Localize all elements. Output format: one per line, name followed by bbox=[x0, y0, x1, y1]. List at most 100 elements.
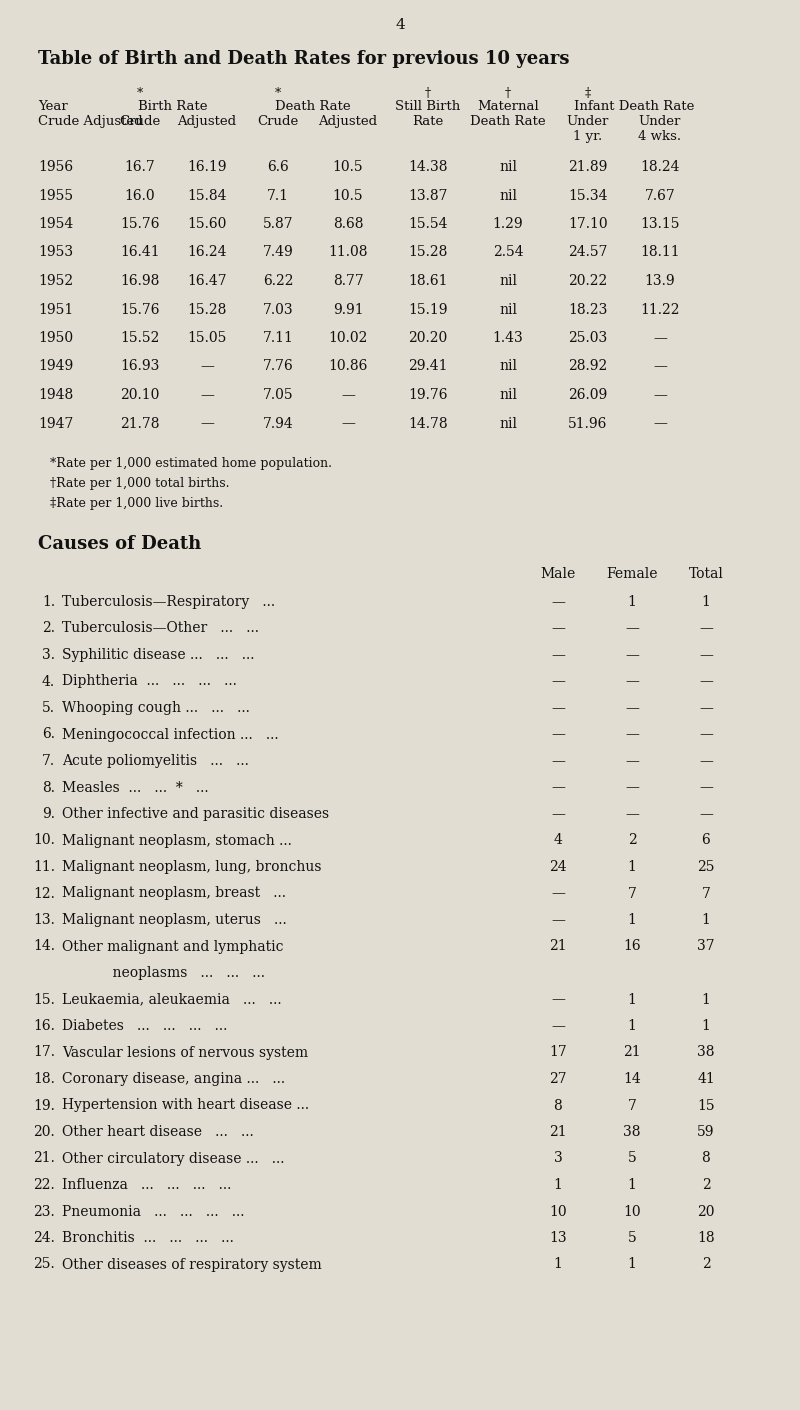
Text: 41: 41 bbox=[697, 1072, 715, 1086]
Text: Hypertension with heart disease ...: Hypertension with heart disease ... bbox=[62, 1098, 309, 1112]
Text: 18.: 18. bbox=[33, 1072, 55, 1086]
Text: Tuberculosis—Respiratory   ...: Tuberculosis—Respiratory ... bbox=[62, 595, 275, 609]
Text: Birth Rate: Birth Rate bbox=[138, 100, 208, 113]
Text: 1948: 1948 bbox=[38, 388, 74, 402]
Text: 19.76: 19.76 bbox=[408, 388, 448, 402]
Text: †: † bbox=[425, 87, 431, 100]
Text: Causes of Death: Causes of Death bbox=[38, 534, 202, 553]
Text: —: — bbox=[653, 388, 667, 402]
Text: 1956: 1956 bbox=[38, 159, 73, 173]
Text: Death Rate: Death Rate bbox=[470, 116, 546, 128]
Text: Malignant neoplasm, lung, bronchus: Malignant neoplasm, lung, bronchus bbox=[62, 860, 322, 874]
Text: 10.5: 10.5 bbox=[333, 189, 363, 203]
Text: 1: 1 bbox=[627, 1177, 637, 1191]
Text: —: — bbox=[551, 674, 565, 688]
Text: 2.: 2. bbox=[42, 622, 55, 636]
Text: —: — bbox=[551, 622, 565, 636]
Text: 8.68: 8.68 bbox=[333, 217, 363, 231]
Text: nil: nil bbox=[499, 388, 517, 402]
Text: 1953: 1953 bbox=[38, 245, 73, 259]
Text: 13.9: 13.9 bbox=[645, 274, 675, 288]
Text: 15.60: 15.60 bbox=[187, 217, 226, 231]
Text: 1: 1 bbox=[627, 993, 637, 1007]
Text: 21.: 21. bbox=[33, 1152, 55, 1166]
Text: 16.24: 16.24 bbox=[187, 245, 226, 259]
Text: 1: 1 bbox=[627, 860, 637, 874]
Text: 24.: 24. bbox=[33, 1231, 55, 1245]
Text: 14: 14 bbox=[623, 1072, 641, 1086]
Text: 13: 13 bbox=[549, 1231, 567, 1245]
Text: 10.86: 10.86 bbox=[328, 360, 368, 374]
Text: —: — bbox=[625, 781, 639, 794]
Text: 15.28: 15.28 bbox=[187, 303, 226, 316]
Text: Year: Year bbox=[38, 100, 68, 113]
Text: Other malignant and lymphatic: Other malignant and lymphatic bbox=[62, 939, 283, 953]
Text: ‡Rate per 1,000 live births.: ‡Rate per 1,000 live births. bbox=[50, 496, 223, 510]
Text: 2: 2 bbox=[628, 833, 636, 847]
Text: 8: 8 bbox=[702, 1152, 710, 1166]
Text: nil: nil bbox=[499, 274, 517, 288]
Text: Under: Under bbox=[567, 116, 609, 128]
Text: 9.: 9. bbox=[42, 807, 55, 821]
Text: 15.52: 15.52 bbox=[120, 331, 160, 345]
Text: nil: nil bbox=[499, 416, 517, 430]
Text: —: — bbox=[200, 416, 214, 430]
Text: 4 wks.: 4 wks. bbox=[638, 130, 682, 142]
Text: 1: 1 bbox=[702, 914, 710, 926]
Text: —: — bbox=[341, 416, 355, 430]
Text: nil: nil bbox=[499, 189, 517, 203]
Text: 10.5: 10.5 bbox=[333, 159, 363, 173]
Text: 1: 1 bbox=[627, 595, 637, 609]
Text: 15.05: 15.05 bbox=[187, 331, 226, 345]
Text: 15.28: 15.28 bbox=[408, 245, 448, 259]
Text: 14.78: 14.78 bbox=[408, 416, 448, 430]
Text: 7.05: 7.05 bbox=[262, 388, 294, 402]
Text: Rate: Rate bbox=[412, 116, 444, 128]
Text: —: — bbox=[699, 807, 713, 821]
Text: 4: 4 bbox=[554, 833, 562, 847]
Text: Infant Death Rate: Infant Death Rate bbox=[574, 100, 694, 113]
Text: 21.89: 21.89 bbox=[568, 159, 608, 173]
Text: Female: Female bbox=[606, 567, 658, 581]
Text: 24: 24 bbox=[549, 860, 567, 874]
Text: 29.41: 29.41 bbox=[408, 360, 448, 374]
Text: 16.98: 16.98 bbox=[120, 274, 160, 288]
Text: —: — bbox=[200, 388, 214, 402]
Text: 8.: 8. bbox=[42, 781, 55, 794]
Text: —: — bbox=[625, 807, 639, 821]
Text: 1 yr.: 1 yr. bbox=[574, 130, 602, 142]
Text: 25.03: 25.03 bbox=[568, 331, 608, 345]
Text: 59: 59 bbox=[698, 1125, 714, 1139]
Text: —: — bbox=[625, 674, 639, 688]
Text: 38: 38 bbox=[698, 1045, 714, 1059]
Text: Malignant neoplasm, uterus   ...: Malignant neoplasm, uterus ... bbox=[62, 914, 286, 926]
Text: Adjusted: Adjusted bbox=[178, 116, 237, 128]
Text: 7: 7 bbox=[627, 1098, 637, 1112]
Text: 38: 38 bbox=[623, 1125, 641, 1139]
Text: 13.15: 13.15 bbox=[640, 217, 680, 231]
Text: —: — bbox=[653, 416, 667, 430]
Text: —: — bbox=[551, 649, 565, 663]
Text: 6.: 6. bbox=[42, 728, 55, 742]
Text: 6.6: 6.6 bbox=[267, 159, 289, 173]
Text: Table of Birth and Death Rates for previous 10 years: Table of Birth and Death Rates for previ… bbox=[38, 49, 570, 68]
Text: nil: nil bbox=[499, 159, 517, 173]
Text: 3: 3 bbox=[554, 1152, 562, 1166]
Text: 4: 4 bbox=[395, 18, 405, 32]
Text: Under: Under bbox=[639, 116, 681, 128]
Text: Whooping cough ...   ...   ...: Whooping cough ... ... ... bbox=[62, 701, 250, 715]
Text: 1: 1 bbox=[554, 1177, 562, 1191]
Text: 15.84: 15.84 bbox=[187, 189, 226, 203]
Text: 6: 6 bbox=[702, 833, 710, 847]
Text: 18: 18 bbox=[697, 1231, 715, 1245]
Text: Acute poliomyelitis   ...   ...: Acute poliomyelitis ... ... bbox=[62, 754, 249, 768]
Text: 2.54: 2.54 bbox=[493, 245, 523, 259]
Text: —: — bbox=[699, 781, 713, 794]
Text: 15.76: 15.76 bbox=[120, 217, 160, 231]
Text: 20.10: 20.10 bbox=[120, 388, 160, 402]
Text: Measles  ...   ...  *   ...: Measles ... ... * ... bbox=[62, 781, 209, 794]
Text: 26.09: 26.09 bbox=[568, 388, 608, 402]
Text: —: — bbox=[551, 701, 565, 715]
Text: Crude: Crude bbox=[119, 116, 161, 128]
Text: —: — bbox=[200, 360, 214, 374]
